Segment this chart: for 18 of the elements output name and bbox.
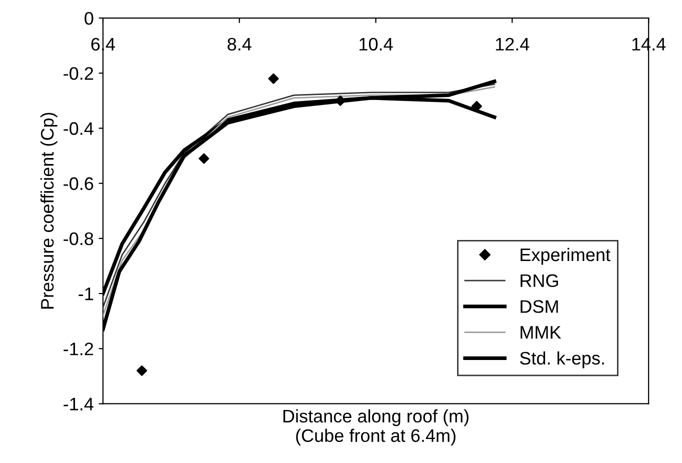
y-tick-label: -0.4: [64, 122, 94, 135]
legend-label: Experiment: [520, 248, 610, 265]
y-tick-label: -1.2: [64, 342, 94, 356]
x-tick-label: 10.4: [360, 38, 393, 51]
legend-label: DSM: [520, 300, 558, 313]
legend-label: RNG: [520, 274, 558, 288]
y-tick-label: -0.6: [64, 177, 94, 190]
legend-label: MMK: [520, 326, 562, 339]
x-tick-label: 8.4: [228, 38, 252, 51]
x-tick-label: 12.4: [496, 38, 530, 50]
x-axis-title: Distance along roof (m) (Cube front at 6.4m): [283, 409, 468, 446]
legend-label: Std. k-eps.: [520, 351, 604, 368]
y-tick-label: -1.4: [64, 398, 94, 410]
y-axis-title: Pressure coefficient (Cp): [40, 112, 58, 309]
y-tick-label: 0: [84, 12, 94, 25]
y-tick-label: -0.2: [64, 67, 94, 80]
y-tick-label: -0.8: [64, 232, 94, 246]
y-tick-label: -1: [78, 288, 94, 300]
